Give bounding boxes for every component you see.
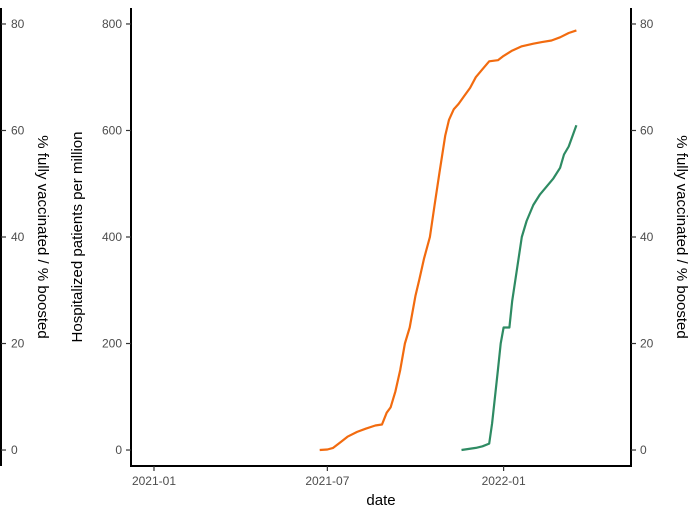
plot-lines <box>319 29 578 452</box>
y2-right-tick-label-2: 40 <box>640 230 654 244</box>
y2-right-tick-label-0: 0 <box>640 443 647 457</box>
x-tick-label-1: 2021-07 <box>305 474 349 488</box>
y2-right-tick-label-3: 60 <box>640 123 654 137</box>
y-tick-label-3: 600 <box>102 123 122 137</box>
y-tick-label-2: 400 <box>102 230 122 244</box>
y-tick-label-0: 0 <box>115 443 122 457</box>
series-line-1 <box>461 124 578 452</box>
right-axis: 0 20 40 60 80 <box>631 17 654 457</box>
y2-left-tick-label-1: 20 <box>11 337 25 351</box>
right-axis-title: % fully vaccinated / % boosted <box>673 135 690 338</box>
x-axis-title: date <box>366 492 395 509</box>
series-line-0 <box>319 29 577 452</box>
y2-left-tick-label-4: 80 <box>11 17 25 31</box>
x-tick-label-2: 2022-01 <box>482 474 526 488</box>
y2-right-tick-label-1: 20 <box>640 337 654 351</box>
y-tick-label-1: 200 <box>102 337 122 351</box>
left-primary-axis-title: Hospitalized patients per million <box>69 132 86 343</box>
left-outer-axis-title: % fully vaccinated / % boosted <box>34 135 51 338</box>
x-axis: 2021-01 2021-07 2022-01 <box>132 466 526 488</box>
left-primary-axis: 0 200 400 600 800 <box>102 17 131 457</box>
y2-left-tick-label-0: 0 <box>11 443 18 457</box>
y-tick-label-4: 800 <box>102 17 122 31</box>
x-tick-label-0: 2021-01 <box>132 474 176 488</box>
y2-left-tick-label-2: 40 <box>11 230 25 244</box>
y2-right-tick-label-4: 80 <box>640 17 654 31</box>
y2-left-tick-label-3: 60 <box>11 123 25 137</box>
left-outer-axis: 0 20 40 60 80 <box>1 17 25 457</box>
